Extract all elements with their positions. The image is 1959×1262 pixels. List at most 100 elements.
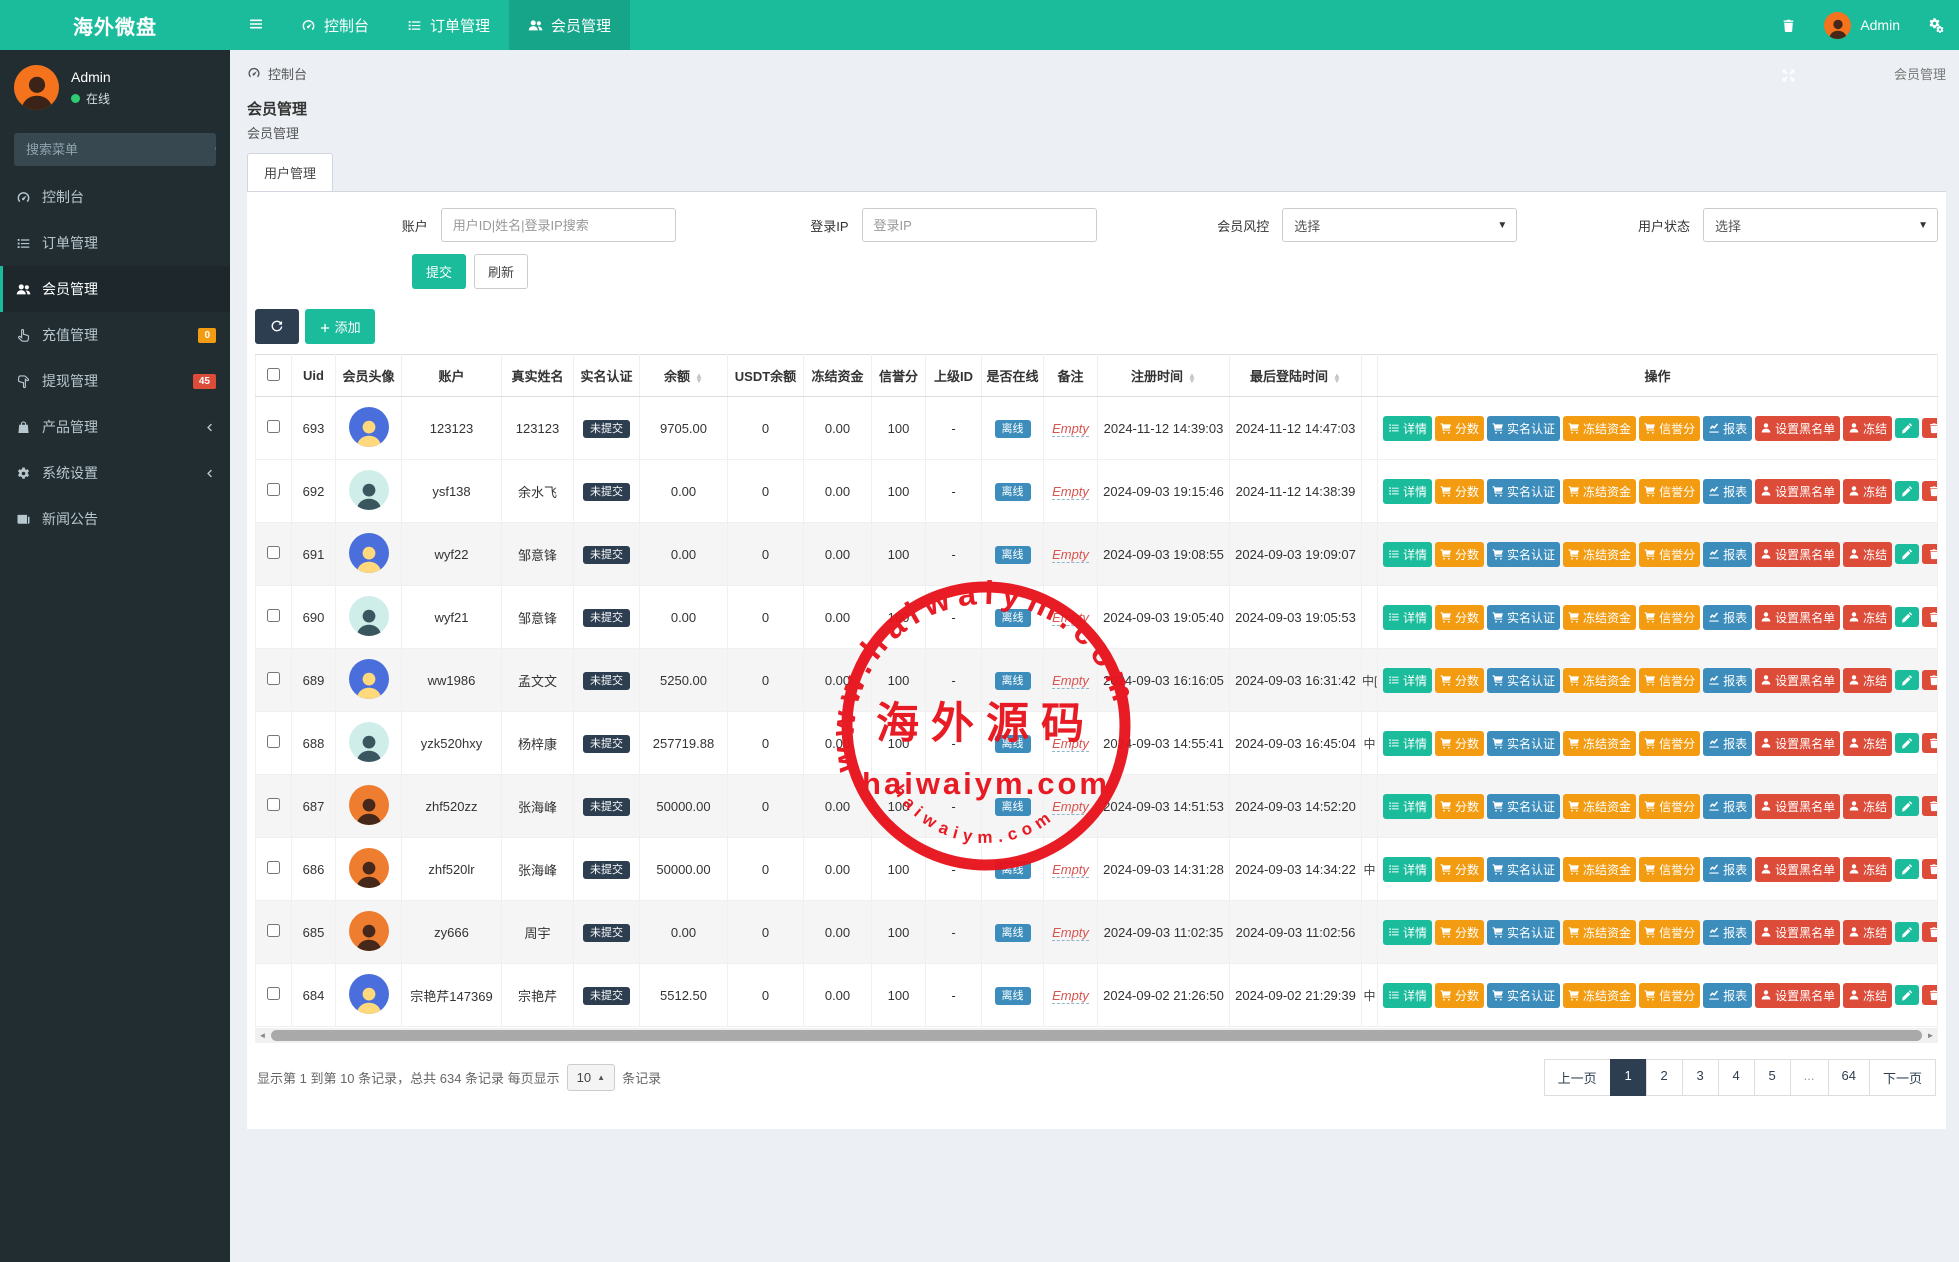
sidebar-item-settings[interactable]: 系统设置 <box>0 450 230 496</box>
expand-button[interactable] <box>1766 50 1811 100</box>
action-report-button[interactable]: 报表 <box>1703 415 1753 441</box>
remark-editable[interactable]: Empty <box>1052 924 1089 941</box>
action-report-button[interactable]: 报表 <box>1703 478 1753 504</box>
page-button-4[interactable]: 4 <box>1717 1059 1755 1096</box>
user-menu[interactable]: Admin <box>1811 11 1913 39</box>
action-realname-button[interactable]: 实名认证 <box>1487 730 1561 756</box>
sort-icon[interactable]: ▲ ▼ <box>695 370 703 385</box>
page-button-1[interactable]: 1 <box>1609 1059 1647 1096</box>
action-report-button[interactable]: 报表 <box>1703 730 1753 756</box>
action-edit-button[interactable] <box>1895 481 1920 501</box>
online-status-badge[interactable]: 离线 <box>994 609 1031 627</box>
row-checkbox[interactable] <box>267 546 280 559</box>
action-delete-button[interactable] <box>1922 922 1937 942</box>
sidebar-search-button[interactable] <box>214 133 216 166</box>
row-checkbox[interactable] <box>267 798 280 811</box>
action-credit-button[interactable]: 信誉分 <box>1639 856 1701 882</box>
action-credit-button[interactable]: 信誉分 <box>1639 793 1701 819</box>
action-credit-button[interactable]: 信誉分 <box>1639 415 1701 441</box>
action-report-button[interactable]: 报表 <box>1703 793 1753 819</box>
remark-editable[interactable]: Empty <box>1052 609 1089 626</box>
online-status-badge[interactable]: 离线 <box>994 672 1031 690</box>
action-detail-button[interactable]: 详情 <box>1383 856 1433 882</box>
sidebar-item-recharge[interactable]: 充值管理 0 <box>0 312 230 358</box>
select-all-checkbox[interactable] <box>267 367 280 381</box>
action-score-button[interactable]: 分数 <box>1435 604 1485 630</box>
action-detail-button[interactable]: 详情 <box>1383 793 1433 819</box>
action-delete-button[interactable] <box>1922 481 1937 501</box>
action-realname-button[interactable]: 实名认证 <box>1487 604 1561 630</box>
action-freeze-button[interactable]: 冻结 <box>1843 730 1893 756</box>
action-score-button[interactable]: 分数 <box>1435 667 1485 693</box>
action-freeze-button[interactable]: 冻结 <box>1843 667 1893 693</box>
action-detail-button[interactable]: 详情 <box>1383 667 1433 693</box>
tab-user-management[interactable]: 用户管理 <box>247 153 334 192</box>
action-freeze-funds-button[interactable]: 冻结资金 <box>1563 919 1637 945</box>
sidebar-item-members[interactable]: 会员管理 <box>0 266 230 312</box>
action-realname-button[interactable]: 实名认证 <box>1487 919 1561 945</box>
online-status-badge[interactable]: 离线 <box>994 483 1031 501</box>
online-status-badge[interactable]: 离线 <box>994 861 1031 879</box>
action-blacklist-button[interactable]: 设置黑名单 <box>1755 793 1841 819</box>
action-score-button[interactable]: 分数 <box>1435 793 1485 819</box>
action-credit-button[interactable]: 信誉分 <box>1639 982 1701 1008</box>
action-freeze-funds-button[interactable]: 冻结资金 <box>1563 478 1637 504</box>
remark-editable[interactable]: Empty <box>1052 420 1089 437</box>
action-report-button[interactable]: 报表 <box>1703 919 1753 945</box>
action-blacklist-button[interactable]: 设置黑名单 <box>1755 478 1841 504</box>
remark-editable[interactable]: Empty <box>1052 735 1089 752</box>
row-checkbox[interactable] <box>267 924 280 937</box>
sort-icon[interactable]: ▲ ▼ <box>1333 370 1341 385</box>
reload-table-button[interactable] <box>255 309 299 344</box>
action-freeze-funds-button[interactable]: 冻结资金 <box>1563 856 1637 882</box>
user-status-select[interactable]: 选择 ▼ <box>1703 208 1938 242</box>
online-status-badge[interactable]: 离线 <box>994 546 1031 564</box>
action-credit-button[interactable]: 信誉分 <box>1639 919 1701 945</box>
action-freeze-button[interactable]: 冻结 <box>1843 982 1893 1008</box>
remark-editable[interactable]: Empty <box>1052 861 1089 878</box>
row-checkbox[interactable] <box>267 609 280 622</box>
action-edit-button[interactable] <box>1895 859 1920 879</box>
action-freeze-button[interactable]: 冻结 <box>1843 856 1893 882</box>
action-score-button[interactable]: 分数 <box>1435 415 1485 441</box>
col-balance-header[interactable]: 余额 ▲ ▼ <box>639 354 728 397</box>
trash-button[interactable] <box>1766 0 1811 50</box>
page-button-下一页[interactable]: 下一页 <box>1868 1059 1936 1096</box>
nav-item-dashboard[interactable]: 控制台 <box>282 0 388 50</box>
scroll-right-arrow-icon[interactable]: ► <box>1926 1031 1935 1040</box>
page-button-3[interactable]: 3 <box>1681 1059 1719 1096</box>
page-button-64[interactable]: 64 <box>1827 1059 1870 1096</box>
action-detail-button[interactable]: 详情 <box>1383 541 1433 567</box>
remark-editable[interactable]: Empty <box>1052 483 1089 500</box>
sidebar-search-input[interactable] <box>14 133 214 166</box>
action-delete-button[interactable] <box>1922 418 1937 438</box>
sidebar-item-news[interactable]: 新闻公告 <box>0 496 230 542</box>
action-edit-button[interactable] <box>1895 418 1920 438</box>
sidebar-item-products[interactable]: 产品管理 <box>0 404 230 450</box>
row-checkbox[interactable] <box>267 861 280 874</box>
sidebar-toggle-button[interactable] <box>230 0 282 50</box>
nav-item-orders[interactable]: 订单管理 <box>388 0 509 50</box>
action-score-button[interactable]: 分数 <box>1435 730 1485 756</box>
action-edit-button[interactable] <box>1895 985 1920 1005</box>
remark-editable[interactable]: Empty <box>1052 987 1089 1004</box>
remark-editable[interactable]: Empty <box>1052 546 1089 563</box>
action-credit-button[interactable]: 信誉分 <box>1639 541 1701 567</box>
action-detail-button[interactable]: 详情 <box>1383 919 1433 945</box>
action-delete-button[interactable] <box>1922 544 1937 564</box>
action-realname-button[interactable]: 实名认证 <box>1487 478 1561 504</box>
sidebar-item-dashboard[interactable]: 控制台 <box>0 174 230 220</box>
row-checkbox[interactable] <box>267 420 280 433</box>
action-delete-button[interactable] <box>1922 670 1937 690</box>
row-checkbox[interactable] <box>267 483 280 496</box>
action-blacklist-button[interactable]: 设置黑名单 <box>1755 730 1841 756</box>
action-edit-button[interactable] <box>1895 796 1920 816</box>
action-realname-button[interactable]: 实名认证 <box>1487 667 1561 693</box>
action-freeze-button[interactable]: 冻结 <box>1843 793 1893 819</box>
action-freeze-button[interactable]: 冻结 <box>1843 415 1893 441</box>
action-blacklist-button[interactable]: 设置黑名单 <box>1755 667 1841 693</box>
action-realname-button[interactable]: 实名认证 <box>1487 541 1561 567</box>
action-freeze-funds-button[interactable]: 冻结资金 <box>1563 982 1637 1008</box>
action-edit-button[interactable] <box>1895 733 1920 753</box>
action-edit-button[interactable] <box>1895 544 1920 564</box>
